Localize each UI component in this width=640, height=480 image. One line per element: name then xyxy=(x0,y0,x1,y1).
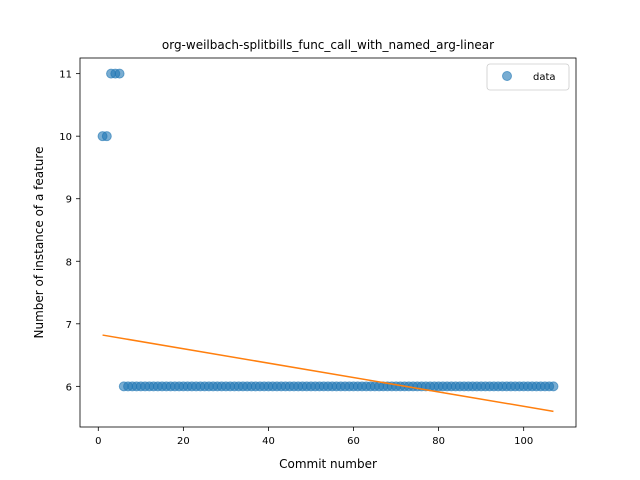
scatter-points xyxy=(97,68,559,392)
data-point xyxy=(548,381,559,392)
y-tick-label: 10 xyxy=(59,132,72,143)
y-tick-label: 7 xyxy=(66,320,72,331)
legend: data xyxy=(486,63,570,91)
legend-box xyxy=(486,63,570,91)
legend-label-data: data xyxy=(533,72,556,83)
x-axis-label: Commit number xyxy=(279,457,377,471)
y-tick-label: 11 xyxy=(59,70,72,81)
data-point xyxy=(114,68,125,79)
x-tick-label: 40 xyxy=(262,436,275,447)
y-tick-label: 8 xyxy=(66,257,72,268)
x-tick-label: 100 xyxy=(514,436,533,447)
y-axis-ticks: 6 7 8 9 10 11 xyxy=(59,70,80,393)
chart-title: org-weilbach-splitbills_func_call_with_n… xyxy=(162,38,494,52)
x-tick-label: 60 xyxy=(347,436,360,447)
x-axis-ticks: 0 20 40 60 80 100 xyxy=(95,427,533,447)
legend-marker xyxy=(502,71,512,81)
y-tick-label: 6 xyxy=(66,382,72,393)
data-point xyxy=(101,131,112,142)
x-tick-label: 0 xyxy=(95,436,101,447)
fit-lines xyxy=(102,334,554,413)
fit-line xyxy=(102,334,554,413)
plot-frame xyxy=(79,57,577,428)
x-tick-label: 80 xyxy=(432,436,445,447)
y-axis-label: Number of instance of a feature xyxy=(32,147,46,339)
y-tick-label: 9 xyxy=(66,195,72,206)
x-tick-label: 20 xyxy=(177,436,190,447)
